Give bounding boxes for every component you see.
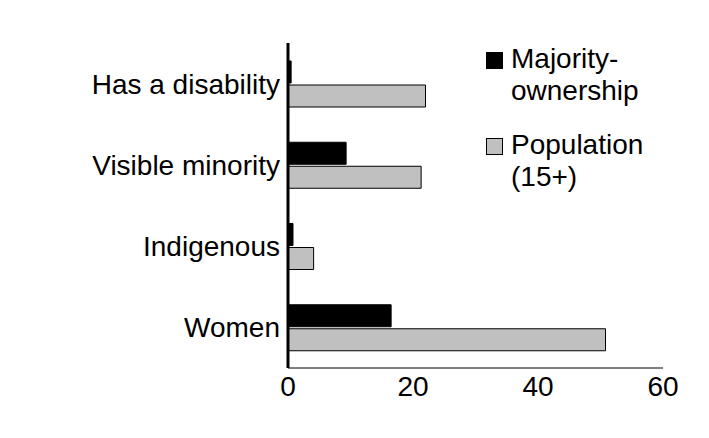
svg-text:Visible minority: Visible minority [92, 150, 280, 181]
svg-text:20: 20 [397, 371, 428, 402]
html-text:Majority-ownership: Majority-ownership [511, 43, 639, 106]
svg-text:60: 60 [647, 371, 678, 402]
svg-text:40: 40 [522, 371, 553, 402]
svg-text:0: 0 [280, 371, 296, 402]
svg-text:Indigenous: Indigenous [143, 231, 280, 262]
html-text:Population (15+): Population (15+) [511, 129, 644, 192]
svg-text:Women: Women [184, 312, 280, 343]
svg-text:Has a disability: Has a disability [92, 69, 280, 100]
